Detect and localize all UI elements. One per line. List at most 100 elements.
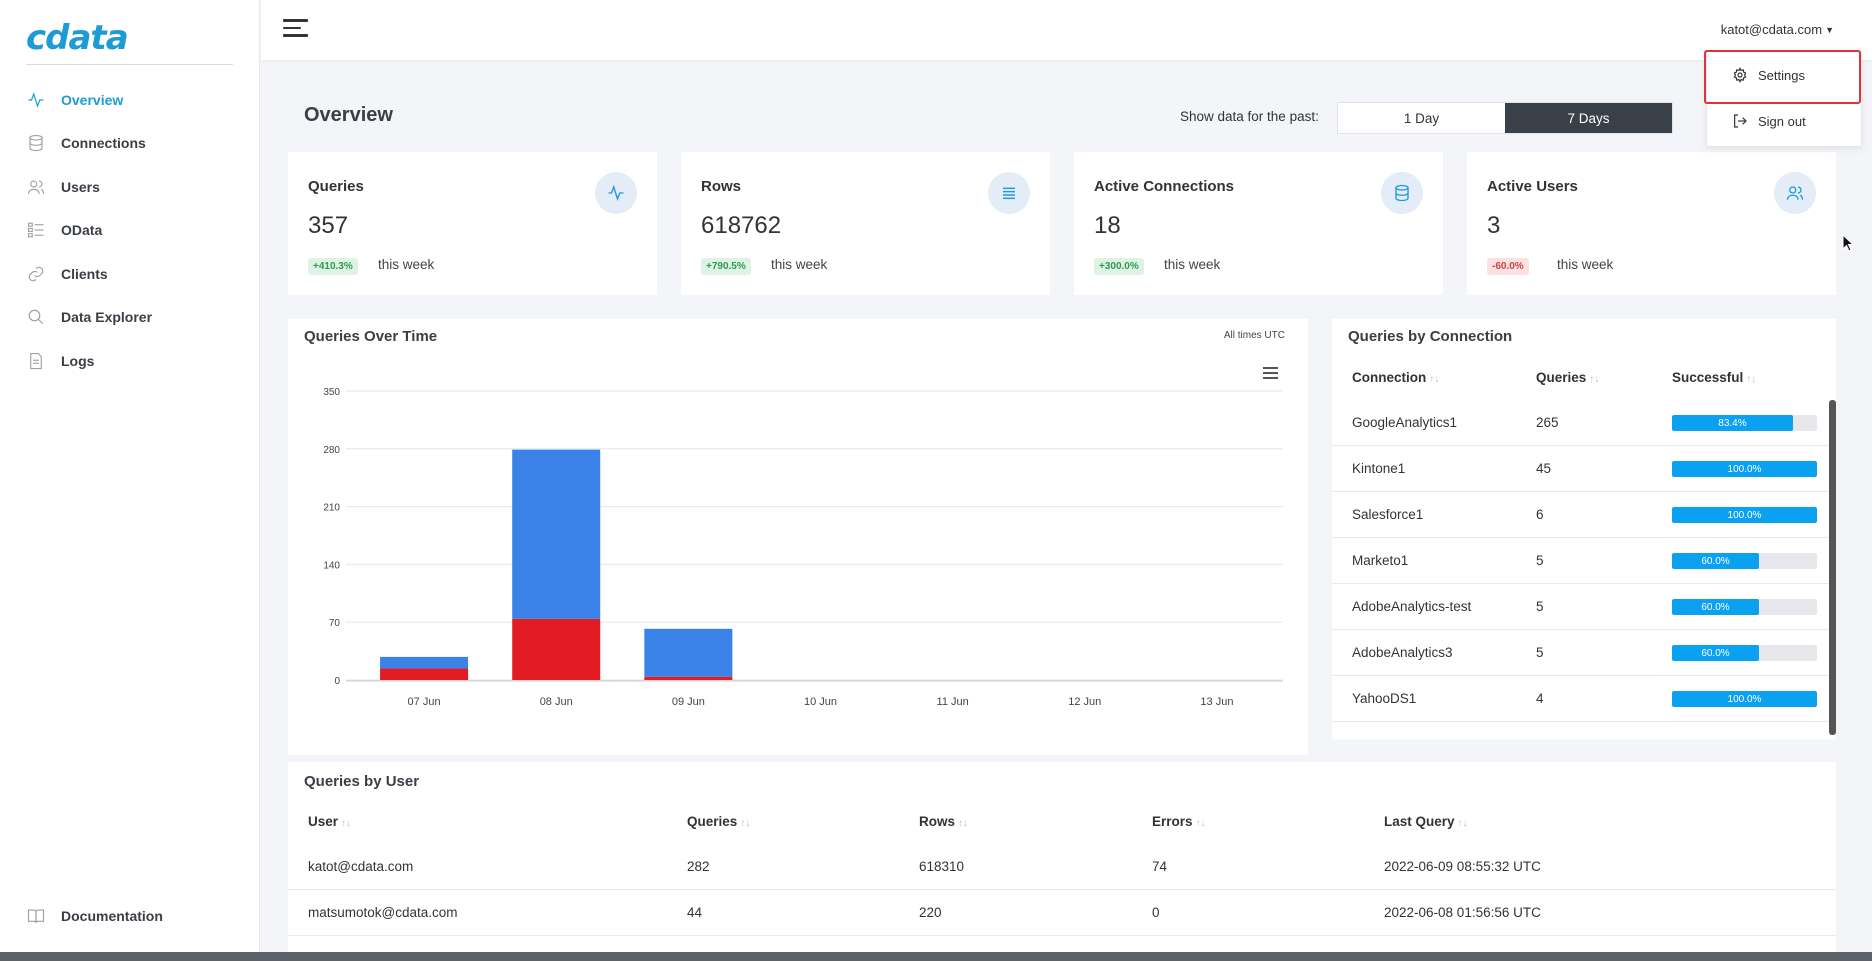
sidebar-item-users[interactable]: Users	[0, 165, 260, 209]
bar-09-Jun-series-0	[644, 676, 733, 680]
table-row[interactable]: katot@cdata.com 282 618310 74 2022-06-09…	[288, 844, 1836, 890]
range-1-day-button[interactable]: 1 Day	[1338, 103, 1505, 133]
stat-change-badge: -60.0%	[1487, 258, 1529, 275]
table-row[interactable]: Salesforce1 6 100.0%	[1332, 492, 1832, 538]
page-title: Overview	[304, 104, 393, 126]
table-row[interactable]: GoogleAnalytics1 265 83.4%	[1332, 400, 1832, 446]
cell-queries: 265	[1536, 415, 1559, 430]
success-progress-fill: 60.0%	[1672, 553, 1759, 569]
cdata-logo[interactable]: cdata	[26, 18, 129, 58]
table-row[interactable]: AdobeAnalytics-test 5 60.0%	[1332, 584, 1832, 630]
bottom-scroll-bar	[0, 952, 1872, 961]
cell-queries: 5	[1536, 599, 1544, 614]
success-progress-bar: 100.0%	[1672, 691, 1817, 707]
mouse-cursor-icon	[1842, 233, 1855, 257]
column-header-last-query[interactable]: Last Query ↑↓	[1384, 814, 1468, 829]
column-header-successful[interactable]: Successful ↑↓	[1672, 370, 1757, 385]
x-tick-label-2: 09 Jun	[672, 696, 705, 708]
sidebar: cdata Overview Connections Users OData	[0, 0, 260, 952]
connection-table-scrollbar[interactable]	[1829, 400, 1836, 735]
link-icon	[26, 264, 46, 284]
sidebar-item-overview[interactable]: Overview	[0, 78, 260, 122]
sidebar-item-label: Data Explorer	[61, 309, 153, 326]
sidebar-item-label: Overview	[61, 91, 124, 108]
user-menu-button[interactable]: katot@cdata.com ▼	[1721, 22, 1834, 37]
cell-connection: Salesforce1	[1352, 507, 1424, 522]
cell-connection: Kintone1	[1352, 461, 1406, 476]
stat-title: Active Connections	[1094, 178, 1235, 195]
bar-08-Jun-series-1	[512, 618, 601, 680]
y-tick-label-1: 70	[329, 618, 341, 629]
success-percent: 100.0%	[1727, 693, 1762, 705]
column-header-queries[interactable]: Queries ↑↓	[687, 814, 751, 829]
success-percent: 60.0%	[1701, 601, 1730, 613]
column-header-user[interactable]: User ↑↓	[308, 814, 352, 829]
cell-connection: AdobeAnalytics-test	[1352, 599, 1472, 614]
table-row[interactable]: Marketo1 5 60.0%	[1332, 538, 1832, 584]
sidebar-item-logs[interactable]: Logs	[0, 339, 260, 383]
sort-icon: ↑↓	[341, 818, 352, 829]
stat-title: Queries	[308, 178, 364, 195]
activity-icon	[26, 90, 46, 110]
stat-card-active-connections: Active Connections 18 +300.0% this week	[1074, 152, 1443, 295]
sidebar-item-label: Connections	[61, 135, 146, 152]
success-progress-fill: 60.0%	[1672, 645, 1759, 661]
queries-over-time-panel: 0 70 140 210 280 350 07 Jun 08 Jun 09 Jun 10 Jun 1…	[288, 319, 1308, 755]
success-percent: 60.0%	[1701, 647, 1730, 659]
menu-toggle-icon[interactable]	[283, 19, 308, 41]
column-header-queries[interactable]: Queries ↑↓	[1536, 370, 1600, 385]
table-row[interactable]: AdobeAnalytics3 5 60.0%	[1332, 630, 1832, 676]
stat-card-active-users: Active Users 3 -60.0% this week	[1467, 152, 1836, 295]
column-header-errors[interactable]: Errors ↑↓	[1152, 814, 1206, 829]
sidebar-item-label: OData	[61, 222, 103, 239]
x-tick-label-6: 13 Jun	[1200, 696, 1233, 708]
search-icon	[26, 307, 46, 327]
cell-connection: GoogleAnalytics1	[1352, 415, 1458, 430]
success-progress-fill: 100.0%	[1672, 461, 1817, 477]
cell-rows: 220	[919, 905, 942, 920]
queries-over-time-chart: 0 70 140 210 280 350 07 Jun 08 Jun 09 Jun 10 Jun 1…	[323, 387, 1283, 708]
sidebar-item-odata[interactable]: OData	[0, 209, 260, 253]
column-header-rows[interactable]: Rows ↑↓	[919, 814, 969, 829]
timezone-note: All times UTC	[1223, 330, 1285, 341]
odata-list-icon	[26, 220, 46, 240]
sort-icon: ↑↓	[740, 818, 751, 829]
sidebar-item-data-explorer[interactable]: Data Explorer	[0, 296, 260, 340]
chart-menu-icon[interactable]	[1263, 367, 1278, 379]
cell-last-query: 2022-06-08 01:56:56 UTC	[1384, 905, 1541, 920]
column-header-connection[interactable]: Connection ↑↓	[1352, 370, 1440, 385]
cell-connection: YahooDS1	[1352, 691, 1417, 706]
success-progress-bar: 60.0%	[1672, 599, 1817, 615]
queries-by-connection-panel: Queries by Connection Connection ↑↓ Queri…	[1332, 319, 1836, 739]
user-email: katot@cdata.com	[1720, 22, 1823, 37]
sidebar-item-documentation[interactable]: Documentation	[26, 906, 163, 926]
table-row[interactable]: YahooDS1 4 100.0%	[1332, 676, 1832, 722]
table-row[interactable]: matsumotok@cdata.com 44 220 0 2022-06-08…	[288, 890, 1836, 936]
x-tick-label-0: 07 Jun	[408, 696, 441, 708]
sidebar-item-clients[interactable]: Clients	[0, 252, 260, 296]
stat-change-badge: +410.3%	[308, 258, 358, 275]
file-icon	[26, 351, 46, 371]
stat-card-rows: Rows 618762 +790.5% this week	[681, 152, 1050, 295]
settings-menu-item[interactable]: Settings	[1707, 52, 1861, 98]
sidebar-item-label: Logs	[61, 352, 95, 369]
sign-out-icon	[1731, 112, 1749, 130]
bar-09-Jun-series-2	[644, 628, 733, 677]
sidebar-item-connections[interactable]: Connections	[0, 122, 260, 166]
sidebar-item-label: Clients	[61, 265, 108, 282]
table-row[interactable]: Kintone1 45 100.0%	[1332, 446, 1832, 492]
cell-queries: 44	[687, 905, 703, 920]
y-tick-label-3: 210	[323, 503, 340, 514]
users-icon	[1774, 172, 1816, 214]
stat-change-badge: +300.0%	[1094, 258, 1144, 275]
sign-out-label: Sign out	[1758, 113, 1806, 129]
cell-queries: 5	[1536, 645, 1544, 660]
success-progress-fill: 100.0%	[1672, 507, 1817, 523]
success-progress-bar: 83.4%	[1672, 415, 1817, 431]
sidebar-nav: Overview Connections Users OData Clients	[0, 78, 260, 383]
cell-queries: 5	[1536, 553, 1544, 568]
range-7-days-button[interactable]: 7 Days	[1505, 103, 1672, 133]
success-progress-bar: 60.0%	[1672, 645, 1817, 661]
sign-out-menu-item[interactable]: Sign out	[1707, 98, 1861, 144]
cell-last-query: 2022-06-09 08:55:32 UTC	[1384, 859, 1541, 874]
